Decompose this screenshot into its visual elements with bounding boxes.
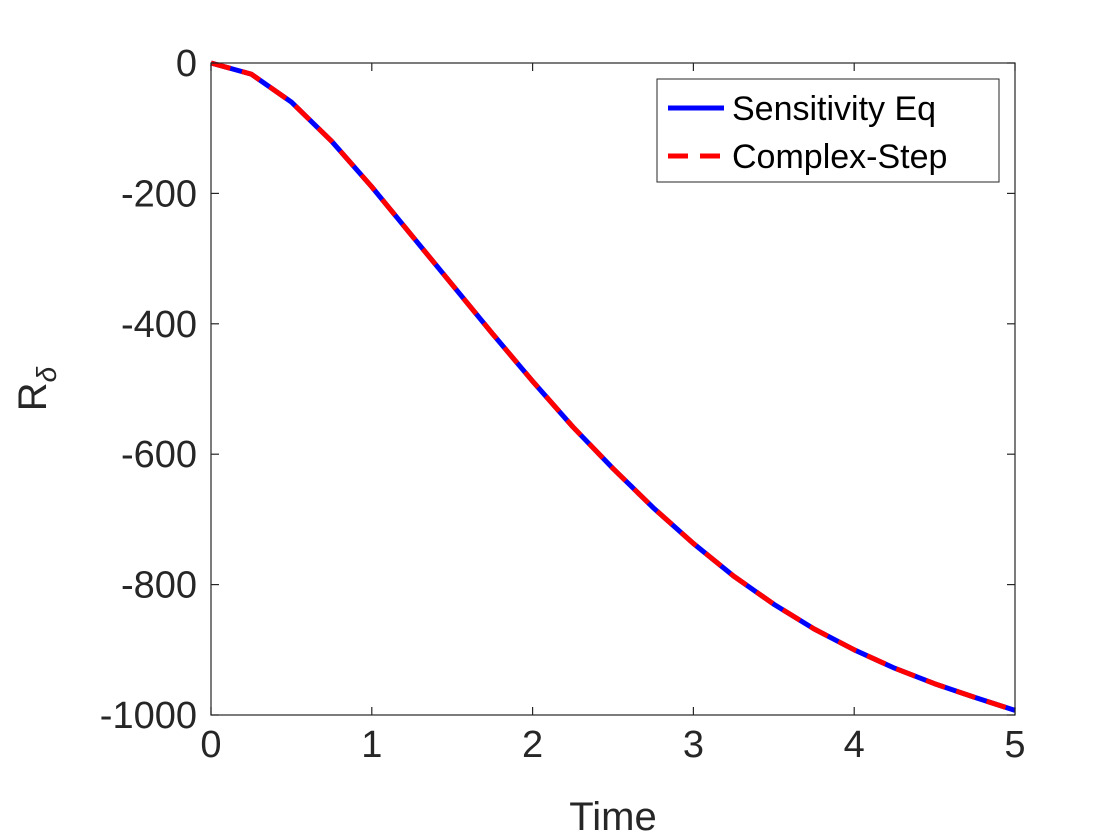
x-tick-label: 1 xyxy=(361,724,382,766)
y-axis-title-subscript: δ xyxy=(31,366,62,382)
x-tick-label: 3 xyxy=(683,724,704,766)
y-tick-label: -1000 xyxy=(100,695,197,737)
y-tick-label: 0 xyxy=(176,43,197,85)
series-line-complex-step xyxy=(210,60,1016,713)
plot-frame xyxy=(210,62,1016,716)
legend-label-complex-step: Complex-Step xyxy=(732,138,947,176)
x-axis-title: Time xyxy=(569,795,656,839)
y-tick-label: -800 xyxy=(121,565,197,607)
y-tick-label: -400 xyxy=(121,304,197,346)
x-tick-label: 0 xyxy=(200,724,221,766)
y-tick-label: -600 xyxy=(121,434,197,476)
y-tick-label: -200 xyxy=(121,173,197,215)
x-tick-label: 4 xyxy=(844,724,865,766)
legend: Sensitivity Eq Complex-Step xyxy=(656,78,1000,183)
y-axis-title-main: R xyxy=(11,382,55,411)
legend-box xyxy=(656,78,1000,183)
legend-label-sensitivity-eq: Sensitivity Eq xyxy=(732,90,936,128)
x-tick-label: 5 xyxy=(1004,724,1025,766)
x-tick-label: 2 xyxy=(522,724,543,766)
y-axis-title: Rδ xyxy=(11,366,62,411)
ticks-layer: 0 1 2 3 4 5 0 -200 -400 -600 -800 -1000 xyxy=(100,43,1026,766)
series-layer xyxy=(210,60,1016,713)
